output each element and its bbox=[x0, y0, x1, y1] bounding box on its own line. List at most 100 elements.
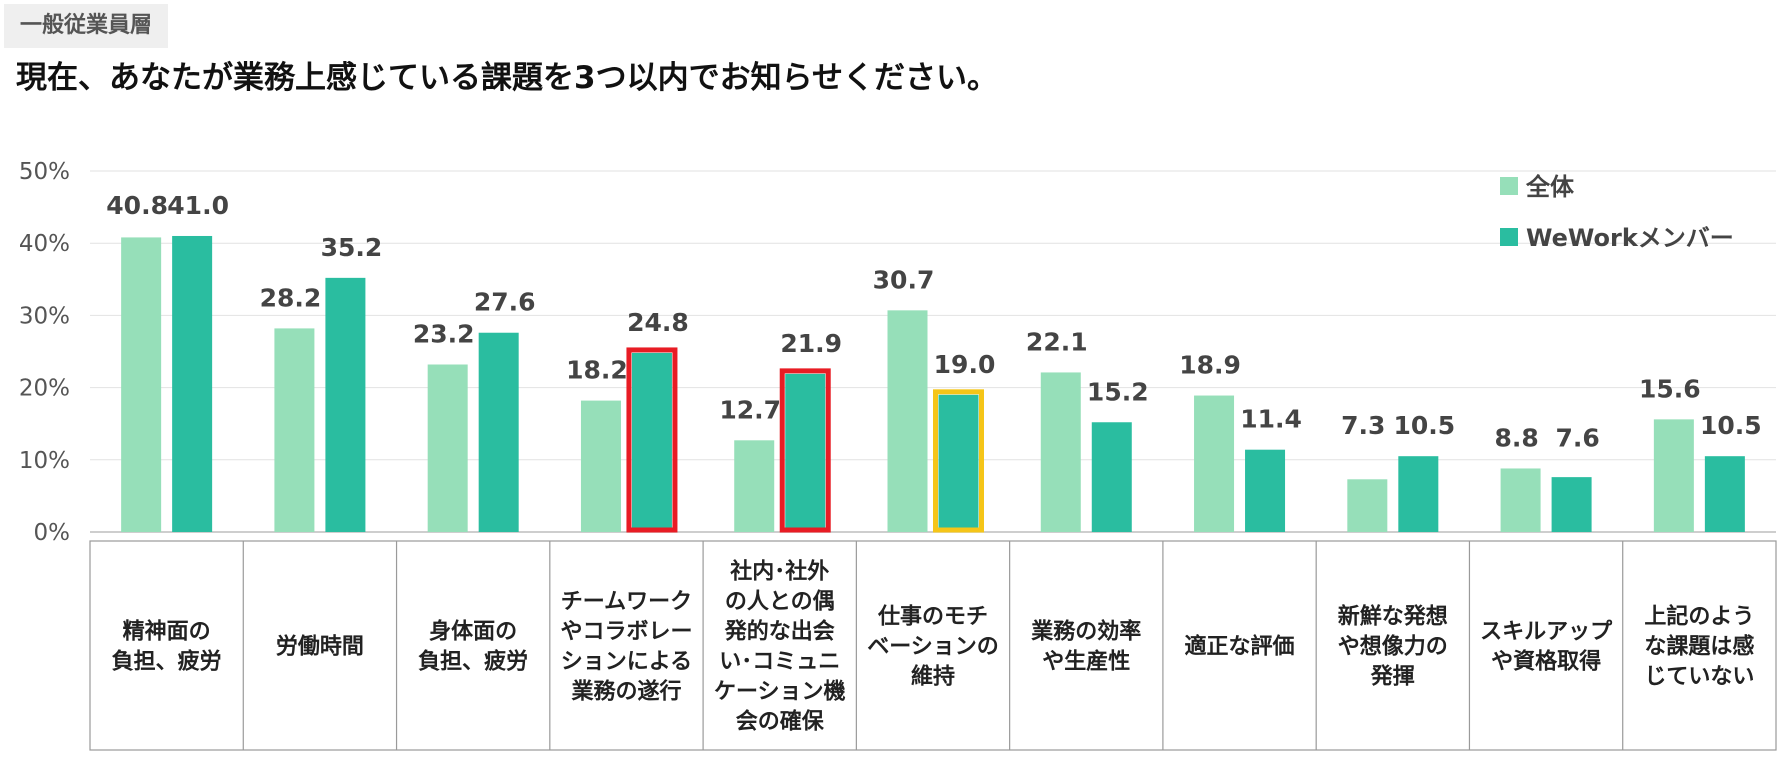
legend-swatch bbox=[1500, 177, 1518, 195]
value-labels-layer: 40.8 41.0 28.2 35.2 23.227.6 18.2 24.8 12.7 21.9… bbox=[106, 191, 1761, 452]
bar-all bbox=[274, 328, 315, 532]
y-tick-label: 10% bbox=[19, 448, 70, 474]
value-label-all: 7.3 bbox=[1341, 411, 1385, 440]
bars-layer bbox=[121, 235, 1745, 533]
category-label: 新鮮な発想や想像力の発揮 bbox=[1338, 604, 1448, 690]
category-label: 仕事のモチベーションの維持 bbox=[867, 604, 999, 690]
bar-wework bbox=[938, 394, 979, 532]
legend-swatch bbox=[1500, 228, 1518, 246]
bar-all bbox=[427, 364, 468, 532]
category-table-border bbox=[89, 540, 1777, 751]
category-label-line: 維持 bbox=[911, 664, 955, 690]
legend-label: 全体 bbox=[1525, 173, 1575, 201]
bar-wework bbox=[172, 235, 213, 533]
bar-all bbox=[1040, 372, 1081, 532]
category-label: チームワークやコラボレーションによる業務の遂行 bbox=[560, 590, 692, 705]
bar-all bbox=[887, 310, 928, 532]
bar-wework bbox=[785, 373, 826, 532]
category-label-line: ションによる bbox=[561, 650, 692, 675]
category-label-line: チームワーク bbox=[561, 590, 692, 615]
category-label-line: じていない bbox=[1644, 665, 1754, 690]
category-label-line: 会の確保 bbox=[736, 709, 825, 735]
category-label-line: や資格取得 bbox=[1491, 649, 1601, 675]
legend-label: WeWorkメンバー bbox=[1526, 224, 1734, 252]
y-tick-label: 0% bbox=[34, 520, 71, 546]
category-label-line: 精神面の bbox=[123, 619, 211, 645]
category-label-line: ベーションの bbox=[867, 635, 999, 660]
category-label-line: やコラボレー bbox=[560, 620, 692, 645]
category-label: 身体面の負担、疲労 bbox=[418, 619, 528, 675]
category-label-line: 社内･社外 bbox=[730, 559, 829, 585]
bar-all bbox=[1347, 479, 1388, 532]
bar-wework bbox=[325, 277, 366, 532]
bar-wework bbox=[1245, 449, 1286, 532]
category-label-line: な課題は感 bbox=[1644, 634, 1754, 660]
category-label-line: 適正な評価 bbox=[1185, 634, 1295, 660]
value-label-wework: 11.4 bbox=[1240, 405, 1302, 434]
value-label-wework: 21.9 bbox=[780, 329, 842, 358]
bar-wework bbox=[1704, 456, 1745, 532]
category-label-line: や生産性 bbox=[1042, 649, 1130, 675]
value-label-all: 12.7 bbox=[719, 395, 781, 424]
category-label-line: スキルアップ bbox=[1480, 620, 1613, 645]
category-label: 労働時間 bbox=[276, 634, 364, 660]
y-tick-label: 50% bbox=[19, 159, 70, 185]
category-label: 適正な評価 bbox=[1185, 634, 1295, 660]
category-label: 社内･社外の人との偶発的な出会い･コミュニケーション機会の確保 bbox=[714, 559, 846, 735]
value-label-all: 8.8 bbox=[1494, 423, 1538, 452]
category-label-line: 負担、疲労 bbox=[418, 649, 528, 675]
category-label-line: 業務の遂行 bbox=[571, 679, 681, 705]
bar-wework bbox=[631, 352, 672, 532]
category-label-line: 負担、疲労 bbox=[112, 649, 222, 675]
category-label-line: 新鮮な発想 bbox=[1338, 604, 1448, 630]
y-tick-label: 20% bbox=[19, 376, 70, 402]
highlight-box bbox=[626, 347, 678, 533]
value-label-wework: 24.8 bbox=[627, 308, 689, 337]
category-label-line: 発揮 bbox=[1370, 665, 1415, 690]
value-label-all: 22.1 bbox=[1026, 327, 1088, 356]
category-label: 精神面の負担、疲労 bbox=[112, 619, 222, 675]
question-title: 現在、あなたが業務上感じている課題を3つ以内でお知らせください。 bbox=[16, 60, 998, 96]
value-label-wework: 41.0 bbox=[167, 191, 229, 220]
bar-wework bbox=[1398, 456, 1439, 532]
value-label-wework: 10.5 bbox=[1700, 411, 1762, 440]
y-tick-label: 30% bbox=[19, 303, 70, 329]
bar-wework bbox=[1551, 477, 1592, 532]
category-label-line: や想像力の bbox=[1338, 634, 1448, 660]
value-label-all: 18.2 bbox=[566, 356, 628, 385]
value-label-wework: 35.2 bbox=[321, 233, 383, 262]
value-label-wework: 15.2 bbox=[1087, 377, 1149, 406]
category-label-line: 上記のよう bbox=[1644, 604, 1754, 630]
value-label-wework: 7.6 bbox=[1555, 423, 1599, 452]
category-label-line: 身体面の bbox=[429, 619, 517, 645]
value-label-wework: 10.5 bbox=[1393, 411, 1455, 440]
category-label-line: 業務の効率 bbox=[1031, 619, 1141, 645]
value-label-all: 40.8 bbox=[106, 191, 168, 220]
legend: 全体 WeWorkメンバー bbox=[1500, 173, 1734, 252]
value-label-wework: 27.6 bbox=[474, 288, 536, 317]
category-label-line: 仕事のモチ bbox=[877, 604, 988, 630]
category-table: 精神面の負担、疲労労働時間身体面の負担、疲労チームワークやコラボレーションによる… bbox=[89, 540, 1777, 751]
y-tick-label: 40% bbox=[19, 231, 70, 257]
bar-all bbox=[734, 440, 775, 532]
highlight-box bbox=[933, 389, 984, 533]
category-label-line: い･コミュニ bbox=[719, 650, 840, 675]
category-label: 上記のような課題は感じていない bbox=[1644, 604, 1754, 690]
bar-wework bbox=[1091, 422, 1132, 532]
bar-all bbox=[1500, 468, 1541, 532]
segment-tag: 一般従業員層 bbox=[4, 4, 169, 48]
category-label-line: 労働時間 bbox=[276, 634, 364, 660]
bar-all bbox=[1653, 419, 1694, 532]
bar-all bbox=[580, 400, 621, 532]
value-label-wework: 19.0 bbox=[934, 350, 996, 379]
category-label-line: 発的な出会 bbox=[724, 619, 835, 645]
category-label: 業務の効率や生産性 bbox=[1031, 619, 1141, 675]
value-label-all: 28.2 bbox=[260, 283, 322, 312]
category-label-line: ケーション機 bbox=[714, 680, 846, 705]
value-label-all: 15.6 bbox=[1639, 374, 1701, 403]
bar-all bbox=[1194, 395, 1235, 532]
value-label-all: 23.2 bbox=[413, 319, 475, 348]
value-label-all: 30.7 bbox=[873, 265, 935, 294]
bar-all bbox=[121, 237, 162, 532]
